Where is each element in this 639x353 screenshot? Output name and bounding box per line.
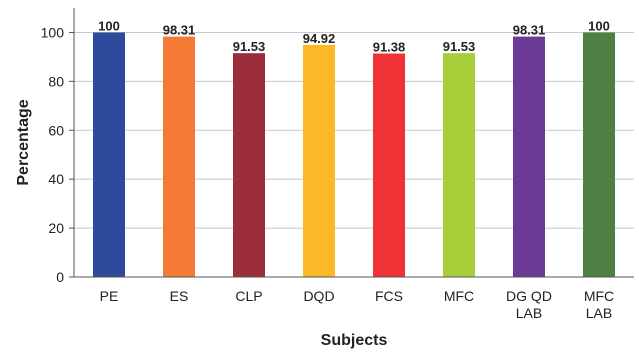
data-label: 91.53 (233, 39, 266, 54)
x-tick-label: MFC LAB (584, 288, 614, 321)
bar (93, 32, 125, 277)
y-axis-title: Percentage (15, 99, 32, 185)
bar (233, 53, 265, 278)
y-tick-label: 0 (56, 269, 64, 285)
y-axis-ticks: 0 20 40 60 80 100 (41, 24, 74, 285)
x-tick-label: DQD (303, 288, 334, 304)
bar (583, 32, 615, 277)
x-tick-label: MFC (444, 288, 474, 304)
bar (513, 36, 545, 277)
bar (373, 53, 405, 277)
x-tick-label: DG QD LAB (506, 288, 552, 321)
gridlines (74, 31, 634, 229)
data-label: 100 (588, 18, 610, 33)
bar (303, 44, 335, 277)
x-axis-title: Subjects (321, 332, 388, 349)
data-label: 91.53 (443, 39, 476, 54)
x-tick-label: CLP (235, 288, 262, 304)
y-tick-label: 20 (48, 220, 64, 236)
x-axis-ticks: PE ES CLP DQD FCS MFC DG QD LAB MFC LAB (100, 288, 615, 321)
data-labels: 100 98.31 91.53 94.92 91.38 91.53 98.31 100 (98, 18, 610, 54)
x-tick-label: ES (170, 288, 189, 304)
y-tick-label: 100 (41, 24, 65, 40)
bars (93, 32, 615, 278)
x-tick-label: PE (100, 288, 119, 304)
data-label: 98.31 (163, 23, 196, 38)
y-tick-label: 80 (48, 73, 64, 89)
data-label: 94.92 (303, 31, 336, 46)
data-label: 98.31 (513, 23, 546, 38)
data-label: 91.38 (373, 40, 406, 55)
bar (163, 36, 195, 277)
y-tick-label: 60 (48, 122, 64, 138)
y-tick-label: 40 (48, 171, 64, 187)
x-tick-label: FCS (375, 288, 403, 304)
data-label: 100 (98, 18, 120, 33)
bar (443, 53, 475, 278)
